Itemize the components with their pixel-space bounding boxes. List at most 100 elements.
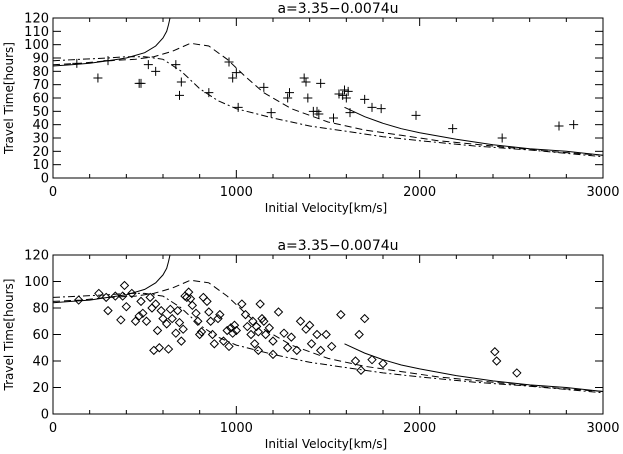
data-point-diamond <box>136 296 146 307</box>
data-point-diamond <box>215 309 225 320</box>
data-point-diamond <box>150 299 161 309</box>
y-tick-label: 50 <box>32 105 49 120</box>
data-point-diamond <box>165 304 176 315</box>
data-point-diamond <box>336 309 346 320</box>
data-point-plus <box>448 124 458 134</box>
data-point-diamond <box>73 295 84 305</box>
data-point-diamond <box>242 321 253 332</box>
data-point-diamond <box>161 319 172 329</box>
y-tick-label: 40 <box>32 118 49 133</box>
y-tick-label: 40 <box>32 355 49 370</box>
top-panel: a=3.35−0.0074u 0 1000 2000 3000 0102030405060… <box>2 1 620 215</box>
data-point-plus <box>283 93 293 103</box>
data-point-plus <box>176 77 186 87</box>
data-point-diamond <box>253 345 264 356</box>
data-point-diamond <box>205 316 216 326</box>
x-tick-label: 0 <box>49 185 57 200</box>
data-point-diamond <box>198 292 209 303</box>
data-point-diamond <box>172 305 183 316</box>
data-point-diamond <box>209 339 220 349</box>
data-point-diamond <box>163 344 174 354</box>
data-point-plus <box>497 133 507 143</box>
data-point-diamond <box>156 305 166 316</box>
data-point-plus <box>136 78 146 88</box>
y-tick-label: 80 <box>32 65 49 80</box>
y-tick-label: 20 <box>32 381 49 396</box>
data-point-plus <box>151 66 161 76</box>
data-point-plus <box>411 110 421 120</box>
data-point-diamond <box>378 358 388 369</box>
y-tick-label: 70 <box>32 78 49 93</box>
data-point-diamond <box>204 307 214 317</box>
data-point-diamond <box>249 339 260 349</box>
x-tick-label: 1000 <box>220 185 253 200</box>
data-point-diamond <box>306 339 317 349</box>
data-point-diamond <box>259 316 269 326</box>
x-tick-label: 2000 <box>403 421 436 436</box>
data-point-diamond <box>178 324 188 334</box>
y-tick-label: 30 <box>32 132 49 147</box>
x-tick-label: 2000 <box>403 185 436 200</box>
x-axis-label: Initial Velocity[km/s] <box>265 201 387 215</box>
data-point-diamond <box>231 325 242 336</box>
data-point-diamond <box>149 345 159 356</box>
data-point-plus <box>266 108 276 118</box>
model-curve-dashed <box>53 279 603 392</box>
data-point-diamond <box>350 356 361 366</box>
data-point-diamond <box>490 347 500 357</box>
data-point-plus <box>231 68 241 78</box>
data-point-diamond <box>260 329 271 340</box>
x-axis-label: Initial Velocity[km/s] <box>265 437 387 451</box>
model-curve-dashed <box>53 42 603 156</box>
data-point-diamond <box>202 296 212 307</box>
data-point-plus <box>93 73 103 83</box>
plot-frame <box>52 254 604 415</box>
data-point-plus <box>171 60 181 70</box>
data-point-plus <box>299 73 309 83</box>
data-point-plus <box>303 93 313 103</box>
data-point-diamond <box>356 365 366 375</box>
model-curve-solid <box>53 18 171 67</box>
data-point-plus <box>360 94 370 104</box>
data-point-diamond <box>134 311 144 321</box>
y-axis-label: Travel Time[hours] <box>2 42 16 155</box>
data-point-plus <box>316 78 326 88</box>
data-point-diamond <box>171 328 181 338</box>
data-point-plus <box>285 88 294 98</box>
data-point-diamond <box>194 329 205 340</box>
x-tick-label: 0 <box>49 421 57 436</box>
data-point-diamond <box>286 332 297 342</box>
data-point-diamond <box>304 320 315 330</box>
data-point-diamond <box>191 308 201 319</box>
data-point-diamond <box>145 292 155 303</box>
data-point-diamond <box>257 313 267 324</box>
data-point-diamond <box>222 325 232 336</box>
data-point-diamond <box>229 320 240 330</box>
data-point-diamond <box>491 356 502 366</box>
data-point-diamond <box>246 329 256 340</box>
data-point-diamond <box>174 317 185 328</box>
y-tick-label: 110 <box>24 25 49 40</box>
data-point-plus <box>343 86 353 96</box>
model-curve-solid <box>344 106 603 156</box>
chart-title: a=3.35−0.0074u <box>277 1 398 17</box>
data-point-plus <box>341 93 351 103</box>
y-axis-label: Travel Time[hours] <box>2 279 16 392</box>
y-tick-label: 0 <box>41 408 49 423</box>
data-point-diamond <box>119 280 130 291</box>
data-point-diamond <box>312 329 322 340</box>
data-point-diamond <box>295 316 306 326</box>
data-point-plus <box>143 60 153 70</box>
data-point-diamond <box>226 323 236 333</box>
data-point-plus <box>554 121 564 131</box>
y-tick-label: 60 <box>32 92 49 107</box>
data-point-diamond <box>367 354 377 365</box>
data-point-plus <box>233 102 243 112</box>
data-point-plus <box>175 90 184 100</box>
chart-title: a=3.35−0.0074u <box>277 238 398 254</box>
data-point-plus <box>334 89 344 99</box>
data-point-diamond <box>138 308 148 319</box>
data-point-diamond <box>359 313 370 324</box>
data-point-diamond <box>110 291 121 301</box>
